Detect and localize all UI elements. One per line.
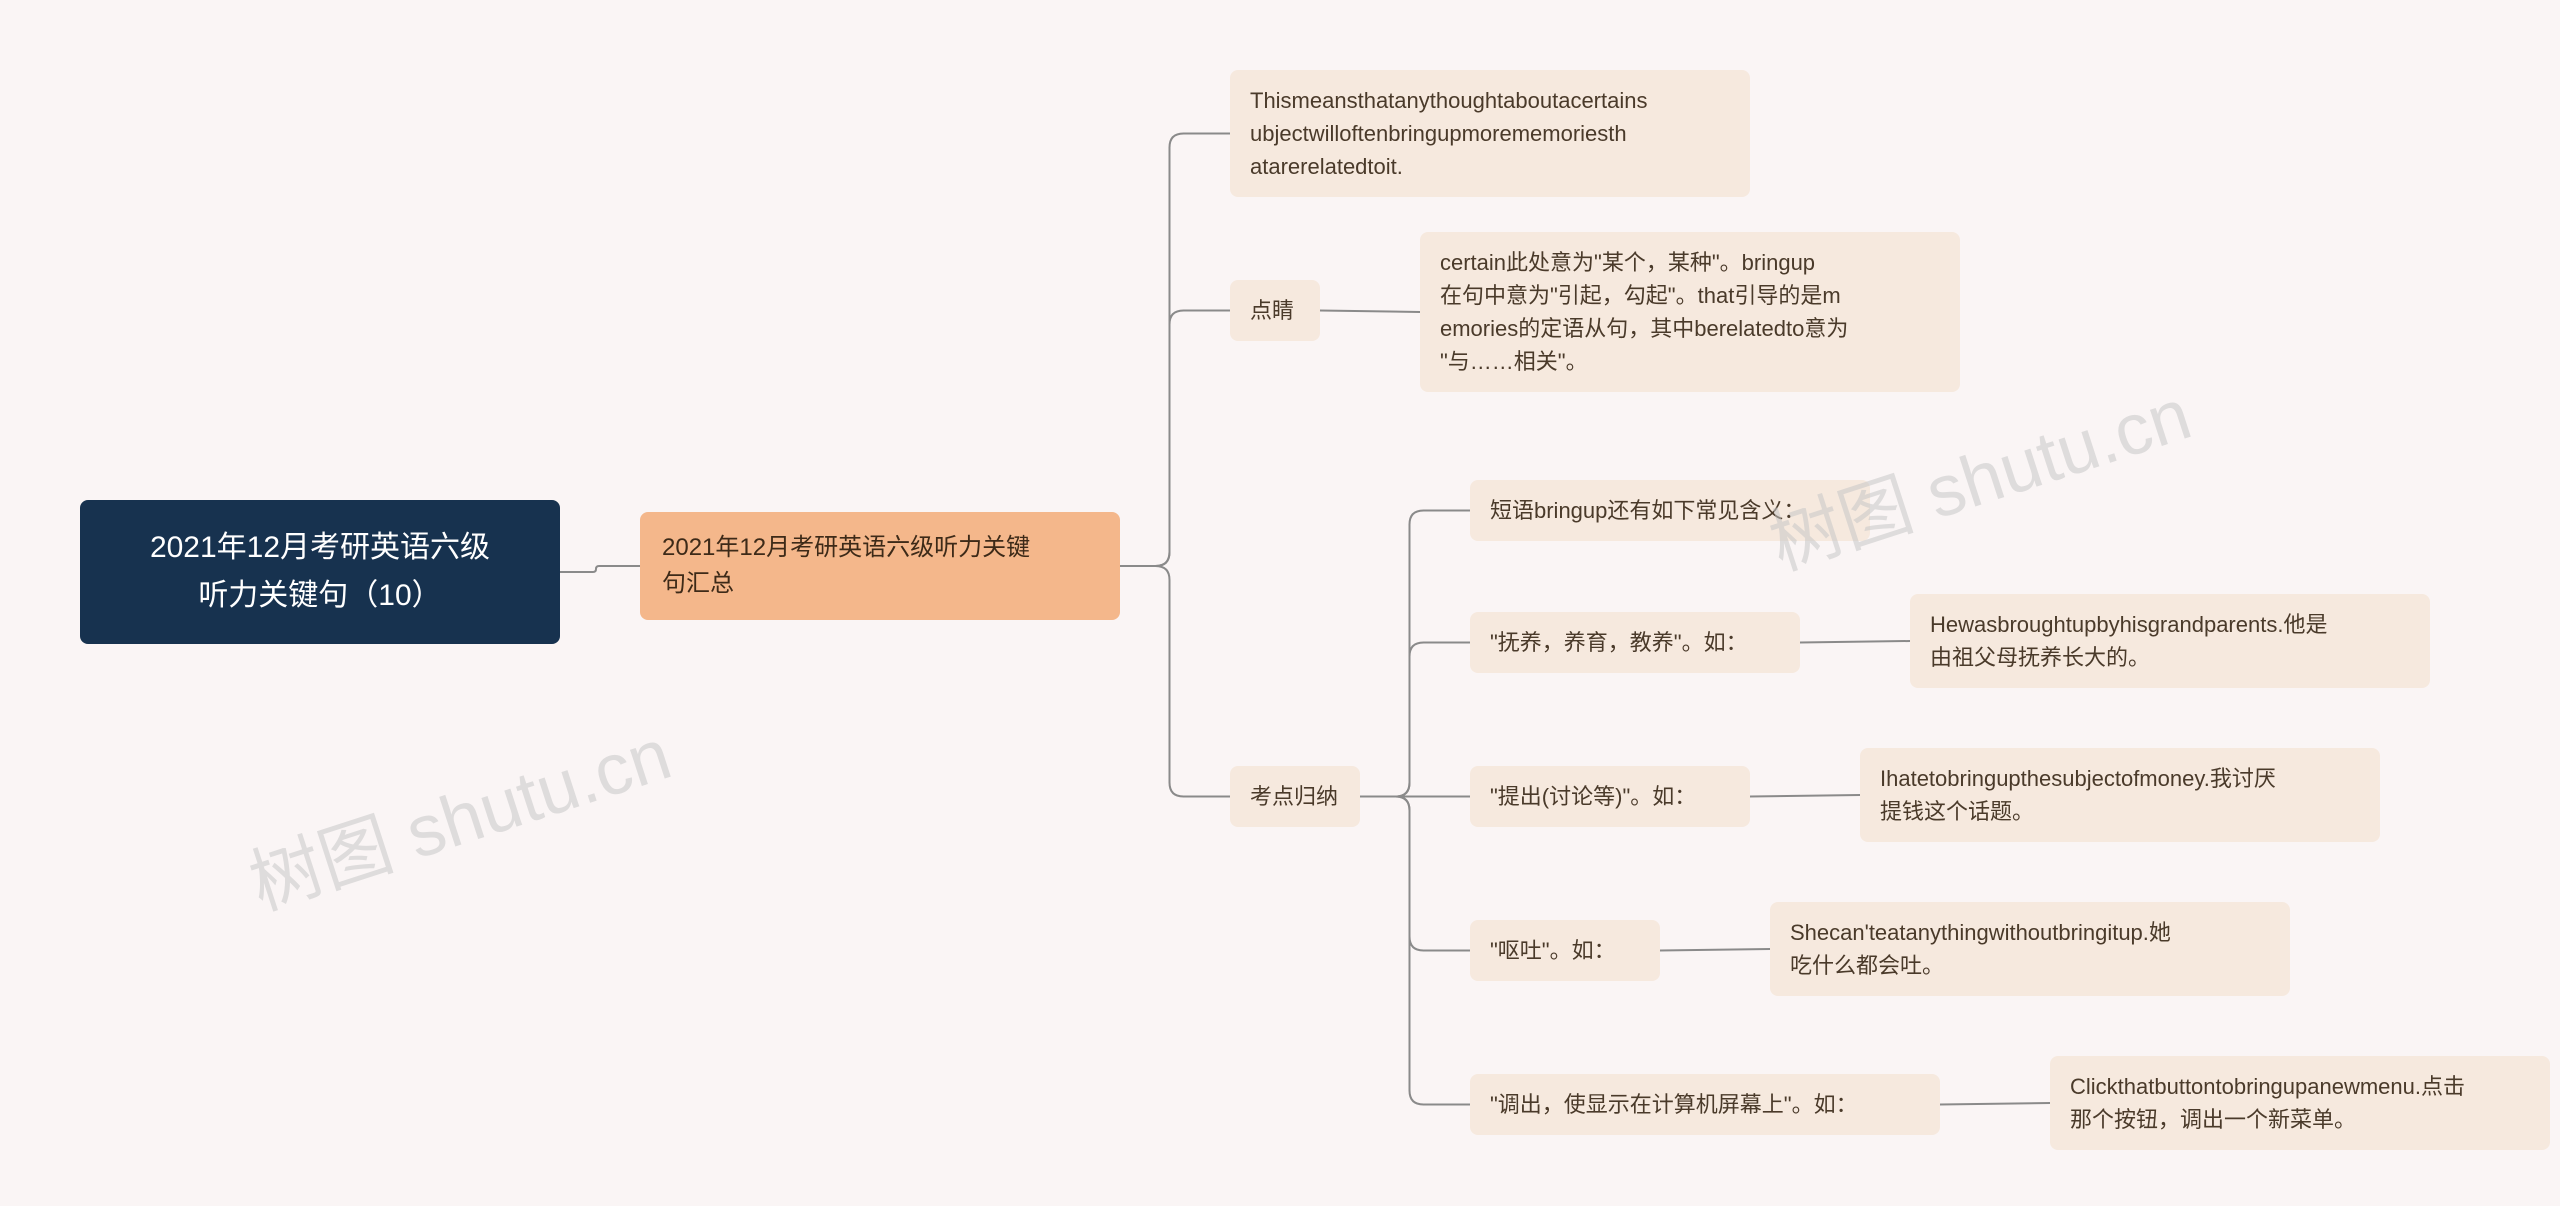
mindmap-node-n4c: "提出(讨论等)"。如： [1470,766,1750,827]
mindmap-node-n4b1: Hewasbroughtupbyhisgrandparents.他是由祖父母抚养… [1910,594,2430,688]
connector [1320,311,1420,313]
watermark-1: 树图 shutu.cn [234,695,681,930]
connector [1800,641,1910,643]
connector [1120,311,1230,567]
mindmap-node-n4d1: Shecan'teatanythingwithoutbringitup.她吃什么… [1770,902,2290,996]
connector [560,566,640,572]
mindmap-node-n4d: "呕吐"。如： [1470,920,1660,981]
mindmap-node-n3a: certain此处意为"某个，某种"。bringup在句中意为"引起，勾起"。t… [1420,232,1960,392]
mindmap-node-n4e1: Clickthatbuttontobringupanewmenu.点击那个按钮，… [2050,1056,2550,1150]
connector [1660,949,1770,951]
mindmap-node-n3: 点睛 [1230,280,1320,341]
mindmap-node-n2: Thismeansthatanythoughtaboutacertainsubj… [1230,70,1750,197]
mindmap-node-n4b: "抚养，养育，教养"。如： [1470,612,1800,673]
connector [1360,643,1470,797]
mindmap-node-n4a: 短语bringup还有如下常见含义： [1470,480,1870,541]
mindmap-node-n4e: "调出，使显示在计算机屏幕上"。如： [1470,1074,1940,1135]
connector [1360,797,1470,1105]
mindmap-node-n4c1: Ihatetobringupthesubjectofmoney.我讨厌提钱这个话… [1860,748,2380,842]
connector [1120,134,1230,567]
connector [1940,1103,2050,1105]
mindmap-node-n1: 2021年12月考研英语六级听力关键句汇总 [640,512,1120,620]
connector [1120,566,1230,797]
mindmap-node-n0: 2021年12月考研英语六级听力关键句（10） [80,500,560,644]
connector [1750,795,1860,797]
connector [1360,511,1470,797]
mindmap-node-n4: 考点归纳 [1230,766,1360,827]
connector [1360,797,1470,951]
